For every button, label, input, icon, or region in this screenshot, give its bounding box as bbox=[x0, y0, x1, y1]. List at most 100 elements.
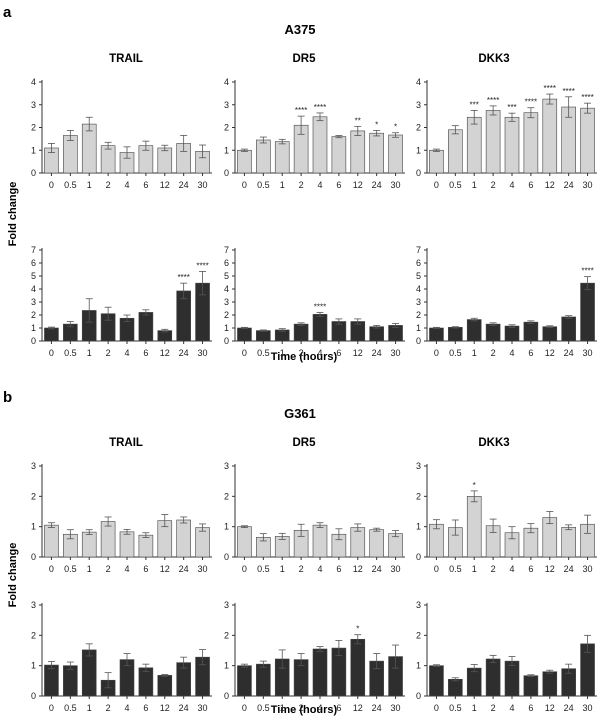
chart-a-dkk3-top-significance: **** bbox=[581, 93, 593, 102]
chart-b-trail-bottom-x-tick-label: 12 bbox=[160, 703, 170, 713]
chart-b-dr5-top-x-tick-label: 0 bbox=[242, 564, 247, 574]
chart-b-dkk3-bottom-y-tick-label: 2 bbox=[416, 630, 421, 640]
chart-a-dkk3-bottom-y-tick-label: 6 bbox=[416, 258, 421, 268]
chart-a-dkk3-top-bar bbox=[485, 110, 501, 174]
chart-a-dkk3-top-significance: **** bbox=[562, 87, 574, 96]
chart-b-dr5-bottom-bar bbox=[256, 663, 271, 697]
x-axis-title-b: Time (hours) bbox=[271, 704, 338, 716]
chart-b-dkk3-top-x-tick-label: 4 bbox=[509, 564, 514, 574]
chart-b-dkk3-bottom-x-tick-label: 30 bbox=[583, 703, 593, 713]
chart-b-trail-bottom-x-tick-label: 24 bbox=[179, 703, 189, 713]
gene-title-a-dr5: DR5 bbox=[292, 53, 316, 65]
chart-b-dr5-top-x-tick-label: 4 bbox=[317, 564, 322, 574]
chart-b-trail-top-bar bbox=[81, 531, 97, 558]
chart-a-dr5-top-bar bbox=[331, 136, 347, 174]
chart-b-dr5-top-x-tick-label: 1 bbox=[280, 564, 285, 574]
chart-a-trail-bottom-y-tick-label: 7 bbox=[31, 245, 36, 255]
chart-a-trail-top-x-tick-label: 4 bbox=[124, 180, 129, 190]
chart-b-dkk3-top-y-tick-label: 3 bbox=[416, 461, 421, 471]
chart-a-dkk3-top-x-tick-label: 24 bbox=[564, 180, 574, 190]
chart-a-dr5-bottom-x-tick-label: 1 bbox=[280, 348, 285, 358]
chart-b-dkk3-bottom-bar bbox=[466, 667, 482, 697]
chart-b-dkk3-bottom-bar bbox=[504, 660, 520, 697]
chart-a-dr5-bottom-bar bbox=[293, 323, 309, 342]
chart-a-dkk3-bottom-y-tick-label: 3 bbox=[416, 297, 421, 307]
chart-b-trail-bottom-y-tick-label: 0 bbox=[31, 691, 36, 701]
chart-a-trail-bottom-x-tick-label: 0.5 bbox=[64, 348, 77, 358]
chart-a-dkk3-top-bar bbox=[448, 129, 463, 174]
chart-a-dkk3-top-bar bbox=[429, 149, 444, 174]
chart-a-trail-top-x-tick-label: 12 bbox=[160, 180, 170, 190]
chart-a-dkk3-bottom-bar bbox=[580, 282, 595, 342]
chart-a-dkk3-bottom-bar bbox=[523, 321, 539, 342]
chart-a-dr5-bottom-y-tick-label: 6 bbox=[224, 258, 229, 268]
chart-a-trail-top-x-tick-label: 1 bbox=[87, 180, 92, 190]
chart-b-dr5-top-bar bbox=[350, 527, 366, 558]
chart-b-trail-bottom-bar bbox=[44, 664, 59, 697]
chart-a-dr5-top-x-tick-label: 4 bbox=[317, 180, 322, 190]
chart-b-trail-top-y-tick-label: 0 bbox=[31, 552, 36, 562]
chart-a-dr5-top-significance: * bbox=[394, 123, 397, 132]
chart-a-trail-top-y-tick-label: 1 bbox=[31, 145, 36, 155]
chart-b-dkk3-top-x-tick-label: 6 bbox=[528, 564, 533, 574]
chart-a-dkk3-top-bar bbox=[542, 98, 558, 174]
chart-a-trail-top-x-tick-label: 30 bbox=[198, 180, 208, 190]
chart-b-dkk3-top-x-tick-label: 24 bbox=[564, 564, 574, 574]
chart-a-dr5-top-y-tick-label: 2 bbox=[224, 123, 229, 133]
chart-a-trail-top-y-tick-label: 0 bbox=[31, 168, 36, 178]
chart-b-dkk3-bottom-bar bbox=[429, 665, 444, 697]
chart-b-trail-bottom-bar bbox=[138, 667, 154, 697]
chart-a-dr5-bottom-x-tick-label: 2 bbox=[299, 348, 304, 358]
chart-a-trail-top-x-tick-label: 6 bbox=[143, 180, 148, 190]
chart-b-dkk3-top-x-tick-label: 2 bbox=[491, 564, 496, 574]
chart-a-dkk3-top-bar bbox=[504, 116, 520, 174]
chart-b-dkk3-bottom-x-tick-label: 12 bbox=[545, 703, 555, 713]
chart-a-dkk3-top-significance: *** bbox=[507, 103, 516, 112]
chart-a-dkk3-bottom-y-tick-label: 7 bbox=[416, 245, 421, 255]
chart-b-dr5-bottom-x-tick-label: 24 bbox=[372, 703, 382, 713]
chart-a-dkk3-top-x-tick-label: 2 bbox=[491, 180, 496, 190]
chart-b-dr5-top-x-tick-label: 0.5 bbox=[257, 564, 270, 574]
chart-b-trail-bottom-x-tick-label: 0.5 bbox=[64, 703, 77, 713]
chart-b-dkk3-bottom-x-tick-label: 2 bbox=[491, 703, 496, 713]
chart-a-dkk3-bottom-x-tick-label: 0.5 bbox=[449, 348, 462, 358]
chart-a-trail-top-x-tick-label: 2 bbox=[106, 180, 111, 190]
chart-a-dr5-bottom-y-tick-label: 4 bbox=[224, 284, 229, 294]
chart-b-dkk3-top-x-tick-label: 0 bbox=[434, 564, 439, 574]
chart-b-trail-top-x-tick-label: 1 bbox=[87, 564, 92, 574]
cell-line-title-a: A375 bbox=[284, 22, 315, 37]
chart-a-dkk3-top-y-tick-label: 1 bbox=[416, 145, 421, 155]
chart-b-dr5-bottom-x-tick-label: 1 bbox=[280, 703, 285, 713]
chart-a-dkk3-bottom-y-tick-label: 4 bbox=[416, 284, 421, 294]
chart-a-dr5-bottom-x-tick-label: 6 bbox=[336, 348, 341, 358]
chart-b-dr5-top-bar bbox=[312, 524, 328, 558]
chart-a-dkk3-top-y-tick-label: 3 bbox=[416, 100, 421, 110]
chart-b-trail-top-x-tick-label: 24 bbox=[179, 564, 189, 574]
chart-b-dr5-top-y-tick-label: 2 bbox=[224, 491, 229, 501]
chart-a-trail-bottom-x-tick-label: 6 bbox=[143, 348, 148, 358]
chart-b-trail-bottom-bar bbox=[63, 665, 78, 697]
chart-a-trail-bottom-y-tick-label: 2 bbox=[31, 310, 36, 320]
chart-a-dr5-bottom-x-tick-label: 4 bbox=[317, 348, 322, 358]
chart-b-trail-bottom-bar bbox=[157, 675, 173, 697]
chart-a-dkk3-top-x-tick-label: 0 bbox=[434, 180, 439, 190]
chart-b-trail-top-x-tick-label: 6 bbox=[143, 564, 148, 574]
chart-b-dr5-bottom-significance: * bbox=[356, 625, 359, 634]
chart-a-dkk3-bottom-y-tick-label: 0 bbox=[416, 336, 421, 346]
chart-b-trail-bottom-x-tick-label: 30 bbox=[198, 703, 208, 713]
chart-a-dr5-bottom-bar bbox=[237, 327, 252, 342]
chart-b-dkk3-top-x-tick-label: 1 bbox=[472, 564, 477, 574]
gene-title-b-dr5: DR5 bbox=[292, 437, 316, 449]
chart-b-dkk3-top-bar bbox=[466, 496, 482, 558]
chart-b-trail-top-bar bbox=[119, 531, 135, 558]
chart-a-dkk3-bottom-bar bbox=[542, 326, 558, 342]
chart-b-dkk3-bottom-x-tick-label: 4 bbox=[509, 703, 514, 713]
chart-b-dkk3-top-y-tick-label: 2 bbox=[416, 491, 421, 501]
chart-b-dkk3-top-x-tick-label: 30 bbox=[583, 564, 593, 574]
chart-a-trail-bottom-x-tick-label: 4 bbox=[124, 348, 129, 358]
chart-a-dkk3-top-x-tick-label: 0.5 bbox=[449, 180, 462, 190]
chart-a-dkk3-top-significance: **** bbox=[544, 84, 556, 93]
